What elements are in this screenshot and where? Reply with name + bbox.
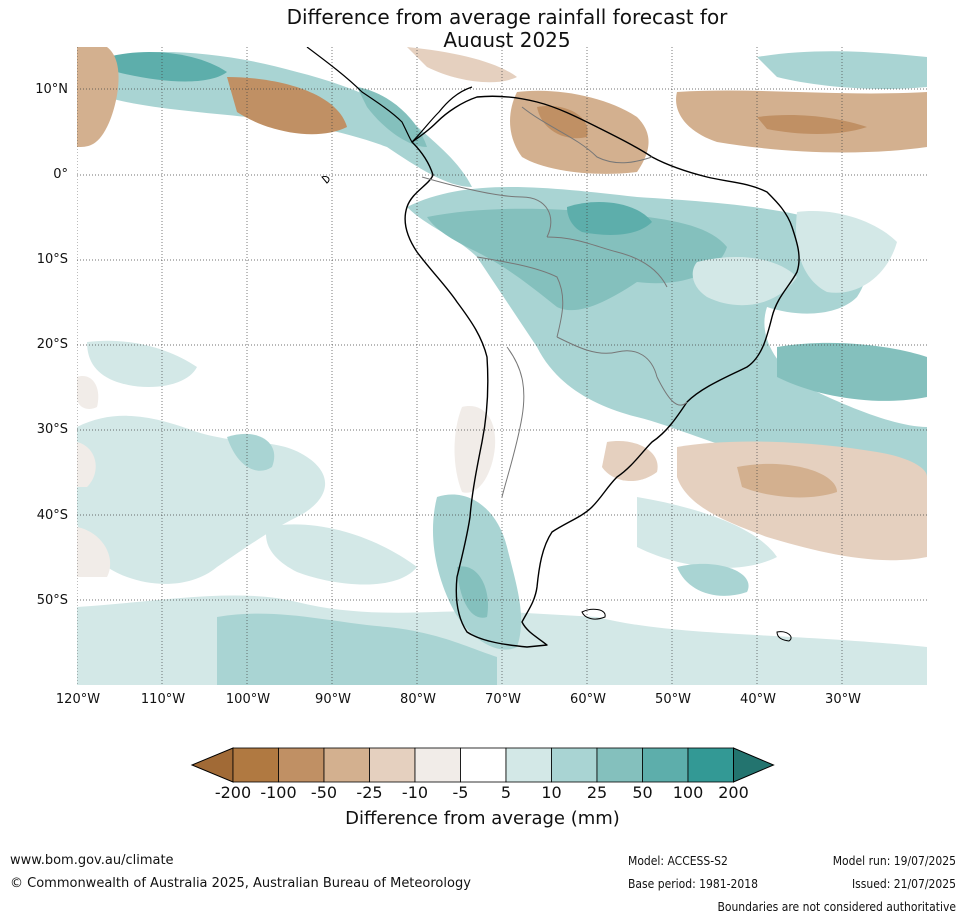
- wet-area-southern-chile: [432, 494, 522, 650]
- south-america-coastline: [404, 95, 800, 648]
- wet-area-falklands: [677, 563, 749, 596]
- footer-issued: Issued: 21/07/2025: [851, 877, 956, 891]
- dry-area-pacific: [77, 376, 99, 409]
- lon-label-80w: 80°W: [400, 692, 436, 707]
- lon-label-100w: 100°W: [225, 692, 271, 707]
- footer-model-run: Model run: 19/07/2025: [832, 854, 956, 868]
- central-america-coastline: [306, 47, 473, 143]
- wet-area-ne-brazil: [796, 211, 897, 293]
- wet-area-amazon-core: [567, 202, 652, 235]
- legend-color-cell: [551, 747, 598, 783]
- legend-tick-label: 50: [632, 783, 653, 802]
- legend-color-cell: [505, 747, 552, 783]
- legend-extend-high: [733, 747, 775, 783]
- dry-area-caribbean-central: [227, 77, 347, 135]
- wet-area-brazil-light: [692, 257, 797, 306]
- wet-area-atlantic-north: [757, 51, 927, 89]
- wet-area-caribbean-core: [107, 52, 227, 82]
- lon-label-30w: 30°W: [825, 692, 861, 707]
- legend-color-cell: [414, 747, 461, 783]
- islands: [321, 176, 792, 642]
- wet-area-southern-chile-core: [457, 566, 488, 618]
- dry-area-uruguay: [602, 441, 658, 482]
- footer-url[interactable]: www.bom.gov.au/climate: [10, 853, 174, 868]
- legend-tick-label: 25: [586, 783, 608, 802]
- lon-label-90w: 90°W: [315, 692, 351, 707]
- legend-extend-low: [190, 747, 234, 783]
- legend-tick-label: -50: [310, 783, 338, 802]
- lat-label-40s: 40°S: [36, 508, 68, 523]
- lat-label-0: 0°: [53, 167, 68, 182]
- lat-label-10s: 10°S: [36, 252, 68, 267]
- lon-label-40w: 40°W: [740, 692, 776, 707]
- lon-label-120w: 120°W: [55, 692, 101, 707]
- legend-tick-label: 5: [500, 783, 512, 802]
- lat-label-50s: 50°S: [36, 593, 68, 608]
- legend-color-cell: [323, 747, 370, 783]
- wet-area-amazon-mid: [427, 208, 727, 311]
- legend-colorbar: [190, 747, 775, 783]
- legend-tick-label: -100: [260, 783, 297, 802]
- dry-area-caribbean-north: [77, 47, 119, 147]
- rainfall-map: [77, 47, 927, 685]
- legend-color-cell: [460, 747, 507, 783]
- lat-label-10n: 10°N: [35, 82, 68, 97]
- dry-area-south-atlantic-core: [737, 463, 837, 498]
- lon-label-70w: 70°W: [485, 692, 521, 707]
- lat-label-30s: 30°S: [36, 422, 68, 437]
- legend-title: Difference from average (mm): [345, 808, 620, 829]
- lon-label-50w: 50°W: [655, 692, 691, 707]
- lon-label-60w: 60°W: [570, 692, 606, 707]
- wet-area-south-atlantic: [637, 497, 777, 568]
- legend-color-cell: [232, 747, 279, 783]
- legend-color-cell: [687, 747, 734, 783]
- legend-color-cell: [369, 747, 416, 783]
- wet-area-pacific-mid: [87, 340, 197, 387]
- legend-color-cell: [596, 747, 643, 783]
- lat-label-20s: 20°S: [36, 337, 68, 352]
- legend-color-cell: [278, 747, 325, 783]
- wet-area-pacific-south-2: [266, 524, 417, 585]
- legend-tick-label: -10: [401, 783, 429, 802]
- legend-color-cell: [642, 747, 689, 783]
- wet-area-colombia-coast: [357, 87, 427, 147]
- dry-area-venezuela-core: [537, 106, 588, 139]
- country-borders: [421, 106, 688, 498]
- map-title-line-1: Difference from average rainfall forecas…: [286, 5, 728, 29]
- wet-area-se-atlantic: [777, 342, 927, 401]
- footer-model: Model: ACCESS-S2: [628, 854, 728, 868]
- footer-disclaimer: Boundaries are not considered authoritat…: [717, 900, 956, 914]
- legend-tick-label: -5: [452, 783, 469, 802]
- dry-area-pacific-3: [77, 527, 111, 577]
- legend-tick-label: 100: [672, 783, 704, 802]
- dry-area-atlantic-north-core: [757, 115, 867, 134]
- wet-area-pacific-mid-2: [227, 433, 275, 471]
- dry-area-north-light: [407, 47, 517, 83]
- dry-area-pacific-2: [77, 442, 96, 487]
- lon-label-110w: 110°W: [140, 692, 186, 707]
- legend-tick-label: -25: [356, 783, 383, 802]
- graticule: [77, 47, 927, 685]
- footer-copyright: © Commonwealth of Australia 2025, Austra…: [10, 876, 471, 891]
- legend-tick-label: 10: [541, 783, 562, 802]
- wet-area-southern-ocean-inner: [217, 613, 497, 685]
- footer-base-period: Base period: 1981-2018: [628, 877, 759, 891]
- legend-tick-label: -200: [214, 783, 252, 802]
- legend-tick-label: 200: [718, 783, 749, 802]
